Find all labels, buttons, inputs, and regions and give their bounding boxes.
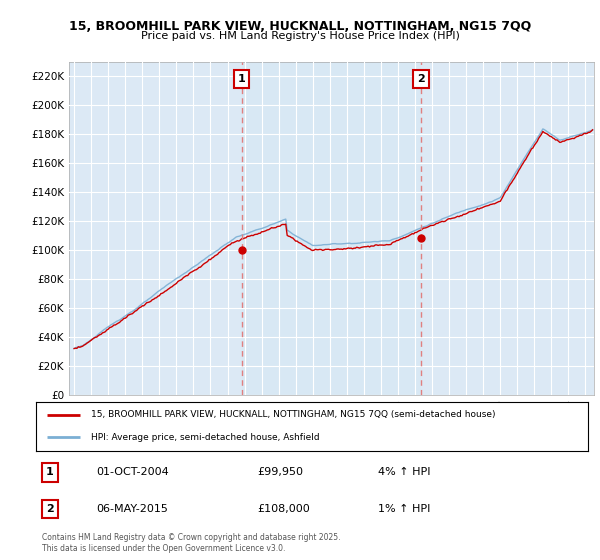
- Text: 1: 1: [238, 74, 245, 84]
- Text: £99,950: £99,950: [257, 468, 303, 478]
- Text: 1: 1: [46, 468, 53, 478]
- Text: 4% ↑ HPI: 4% ↑ HPI: [378, 468, 431, 478]
- Text: £108,000: £108,000: [257, 504, 310, 514]
- Text: 2: 2: [46, 504, 53, 514]
- Text: HPI: Average price, semi-detached house, Ashfield: HPI: Average price, semi-detached house,…: [91, 433, 320, 442]
- Text: 15, BROOMHILL PARK VIEW, HUCKNALL, NOTTINGHAM, NG15 7QQ: 15, BROOMHILL PARK VIEW, HUCKNALL, NOTTI…: [69, 20, 531, 32]
- Text: 15, BROOMHILL PARK VIEW, HUCKNALL, NOTTINGHAM, NG15 7QQ (semi-detached house): 15, BROOMHILL PARK VIEW, HUCKNALL, NOTTI…: [91, 410, 496, 419]
- Text: 1% ↑ HPI: 1% ↑ HPI: [378, 504, 431, 514]
- Text: Price paid vs. HM Land Registry's House Price Index (HPI): Price paid vs. HM Land Registry's House …: [140, 31, 460, 41]
- Text: 2: 2: [417, 74, 425, 84]
- Bar: [242, 62, 421, 395]
- Text: 01-OCT-2004: 01-OCT-2004: [97, 468, 169, 478]
- Text: Contains HM Land Registry data © Crown copyright and database right 2025.
This d: Contains HM Land Registry data © Crown c…: [42, 533, 341, 553]
- Text: 06-MAY-2015: 06-MAY-2015: [97, 504, 169, 514]
